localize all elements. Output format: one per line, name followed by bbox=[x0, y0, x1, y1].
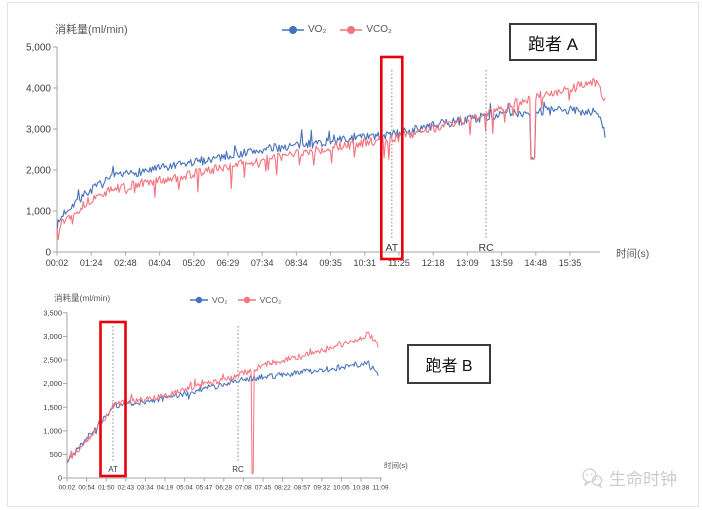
chart-a-legend: VO₂ VCO₂ bbox=[282, 24, 392, 35]
x-tick-label: 00:02 bbox=[59, 485, 76, 492]
legend-label: VO₂ bbox=[212, 295, 228, 305]
y-tick-label: 4,000 bbox=[26, 84, 51, 95]
y-tick-label: 3,000 bbox=[26, 125, 51, 136]
x-tick-label: 04:04 bbox=[148, 258, 171, 268]
x-tick-label: 03:34 bbox=[137, 485, 154, 492]
legend-label: VCO₂ bbox=[366, 24, 392, 35]
x-tick-label: 05:47 bbox=[196, 485, 213, 492]
watermark-text: 生命时钟 bbox=[609, 470, 677, 489]
legend-item-vco2: VCO₂ bbox=[340, 24, 392, 35]
chart-b-title-box: 跑者 B bbox=[407, 344, 491, 384]
x-tick-label: 10:38 bbox=[353, 485, 370, 492]
x-tick-label: 04:19 bbox=[157, 485, 174, 492]
chart-a-x-axis-title: 时间(s) bbox=[616, 248, 650, 260]
x-tick-label: 12:18 bbox=[422, 258, 445, 268]
chart-b-x-axis-title: 时间(s) bbox=[384, 461, 408, 470]
y-tick-label: 1,500 bbox=[43, 403, 62, 412]
x-tick-label: 10:31 bbox=[354, 258, 377, 268]
x-tick-label: 11:09 bbox=[373, 485, 389, 492]
y-tick-label: 3,500 bbox=[43, 308, 62, 317]
x-tick-label: 08:22 bbox=[274, 485, 291, 492]
legend-marker-icon bbox=[340, 25, 363, 34]
chart-a-y-axis-label: 消耗量(ml/min) bbox=[55, 24, 128, 36]
y-tick-label: 0 bbox=[58, 474, 62, 483]
at-label: AT bbox=[108, 465, 118, 474]
legend-marker-icon bbox=[282, 25, 304, 34]
y-tick-label: 2,000 bbox=[26, 166, 51, 177]
rc-label: RC bbox=[232, 465, 244, 474]
x-tick-label: 05:04 bbox=[176, 485, 193, 492]
x-tick-label: 15:35 bbox=[559, 258, 582, 268]
chat-bubbles-logo-icon bbox=[582, 467, 603, 489]
x-tick-label: 06:28 bbox=[216, 485, 233, 492]
x-tick-label: 07:08 bbox=[235, 485, 252, 492]
vco2-line bbox=[66, 331, 379, 475]
at-label: AT bbox=[386, 242, 399, 254]
y-tick-label: 5,000 bbox=[26, 43, 51, 54]
y-tick-label: 500 bbox=[49, 450, 62, 459]
chart-b-legend: VO₂ VCO₂ bbox=[190, 295, 281, 305]
legend-label: VCO₂ bbox=[259, 295, 282, 305]
x-tick-label: 08:34 bbox=[285, 258, 308, 268]
x-tick-label: 09:32 bbox=[314, 485, 331, 492]
legend-item-vo2: VO₂ bbox=[190, 295, 228, 305]
x-tick-label: 05:20 bbox=[183, 258, 206, 268]
chart-b-y-axis-label: 消耗量(ml/min) bbox=[54, 293, 111, 303]
x-tick-label: 11:25 bbox=[388, 258, 410, 268]
x-tick-label: 09:35 bbox=[319, 258, 342, 268]
y-tick-label: 1,000 bbox=[26, 207, 51, 218]
x-tick-label: 02:48 bbox=[114, 258, 137, 268]
highlight-rect-at bbox=[379, 55, 404, 261]
x-tick-label: 14:48 bbox=[525, 258, 548, 268]
y-tick-label: 1,000 bbox=[43, 426, 62, 435]
x-tick-label: 07:45 bbox=[255, 485, 272, 492]
x-tick-label: 00:02 bbox=[46, 258, 69, 268]
x-tick-label: 00:54 bbox=[78, 485, 95, 492]
legend-item-vo2: VO₂ bbox=[282, 24, 326, 35]
legend-item-vco2: VCO₂ bbox=[237, 295, 282, 305]
x-tick-label: 13:09 bbox=[456, 258, 479, 268]
x-tick-label: 08:57 bbox=[294, 485, 311, 492]
highlight-rect-at bbox=[99, 320, 127, 478]
vco2-line bbox=[56, 77, 606, 241]
y-tick-label: 3,000 bbox=[43, 332, 62, 341]
x-tick-label: 06:29 bbox=[217, 258, 240, 268]
y-tick-label: 0 bbox=[45, 248, 51, 259]
y-tick-label: 2,000 bbox=[43, 379, 62, 388]
rc-label: RC bbox=[478, 242, 494, 254]
x-tick-label: 10:05 bbox=[333, 485, 350, 492]
legend-marker-icon bbox=[190, 296, 208, 304]
x-tick-label: 07:34 bbox=[251, 258, 274, 268]
x-tick-label: 02:43 bbox=[118, 485, 135, 492]
x-tick-label: 01:50 bbox=[98, 485, 115, 492]
legend-marker-icon bbox=[237, 296, 256, 304]
vo2-line bbox=[66, 360, 379, 463]
x-tick-label: 13:59 bbox=[490, 258, 513, 268]
y-tick-label: 2,500 bbox=[43, 356, 62, 365]
x-tick-label: 01:24 bbox=[80, 258, 103, 268]
watermark: 生命时钟 bbox=[580, 465, 677, 490]
chart-a-title-box: 跑者 A bbox=[509, 23, 597, 61]
legend-label: VO₂ bbox=[308, 24, 327, 35]
